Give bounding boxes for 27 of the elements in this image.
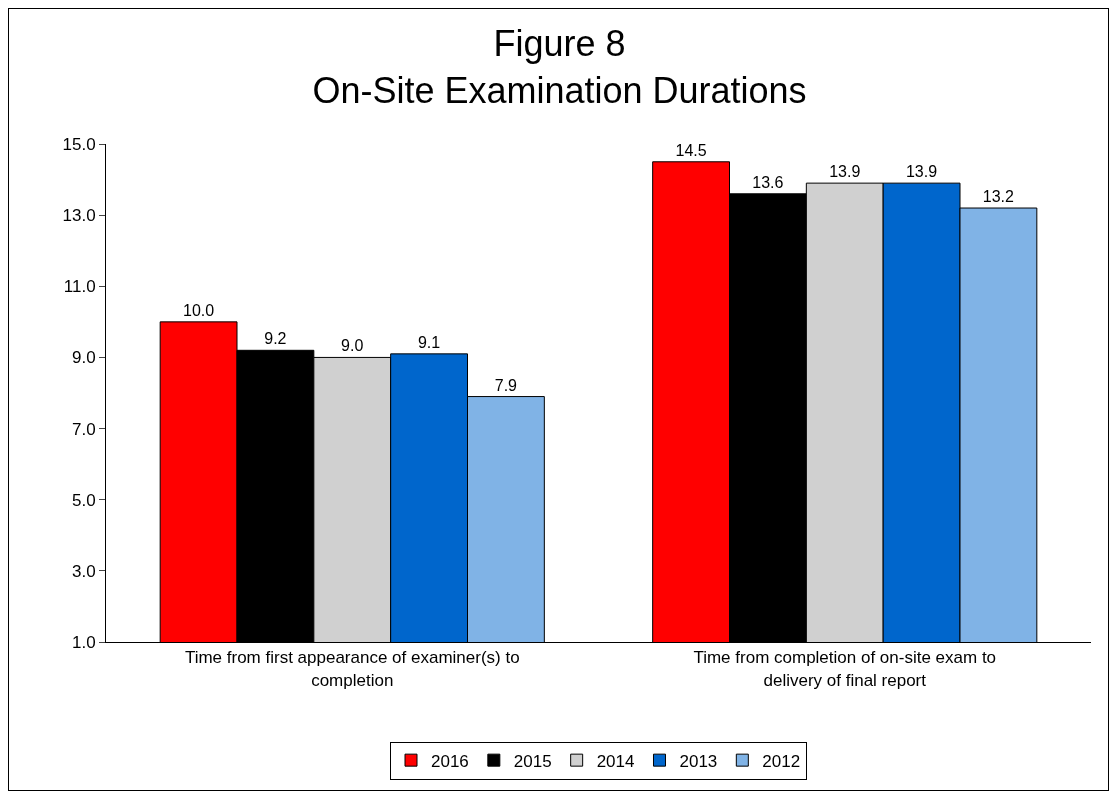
data-label: 7.9 bbox=[494, 376, 518, 394]
y-tick-label: 15.0 bbox=[62, 134, 96, 154]
y-tick-label: 1.0 bbox=[71, 632, 96, 652]
chart-subtitle: On-Site Examination Durations bbox=[312, 69, 807, 111]
legend-label: 2013 bbox=[679, 751, 718, 771]
x-tick-label: Time from completion of on-site exam to delivery of final report bbox=[693, 648, 997, 690]
legend-label: 2016 bbox=[431, 751, 469, 771]
data-label: 13.6 bbox=[752, 173, 784, 191]
chart-title: Figure 8 bbox=[493, 22, 626, 64]
legend-label: 2012 bbox=[762, 751, 801, 771]
data-label: 10.0 bbox=[182, 301, 215, 319]
y-tick-label: 9.0 bbox=[71, 348, 96, 368]
data-label: 9.2 bbox=[264, 330, 287, 348]
data-label: 9.0 bbox=[341, 337, 364, 355]
y-tick-label: 7.0 bbox=[71, 419, 96, 439]
data-label: 9.1 bbox=[417, 333, 441, 351]
data-label: 13.2 bbox=[982, 188, 1015, 206]
legend-label: 2014 bbox=[596, 751, 635, 771]
y-tick-label: 13.0 bbox=[62, 206, 96, 226]
data-label: 13.9 bbox=[905, 163, 938, 181]
y-tick-label: 11.0 bbox=[63, 277, 96, 297]
legend-label: 2015 bbox=[513, 751, 552, 771]
y-tick-label: 5.0 bbox=[71, 490, 96, 510]
y-tick-label: 3.0 bbox=[71, 561, 96, 581]
data-label: 13.9 bbox=[829, 163, 861, 181]
x-tick-label: Time from first appearance of examiner(s) to completion bbox=[184, 648, 520, 690]
data-label: 14.5 bbox=[675, 141, 707, 159]
